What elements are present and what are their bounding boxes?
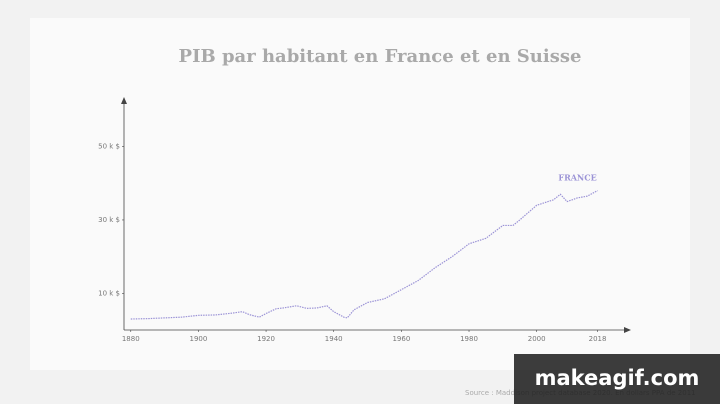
- y-tick-label: 30 k $: [98, 216, 120, 224]
- series-label: FRANCE: [558, 173, 596, 183]
- x-tick-label: 2000: [528, 335, 546, 343]
- series-line: [130, 190, 598, 320]
- x-tick-label: 1940: [325, 335, 343, 343]
- panel: [30, 18, 690, 370]
- y-tick-label: 50 k $: [98, 143, 120, 151]
- y-tick-label: 10 k $: [98, 289, 120, 297]
- y-axis-arrow: [121, 97, 127, 104]
- x-tick-label: 1880: [122, 335, 140, 343]
- x-tick-label: 1960: [392, 335, 410, 343]
- x-tick-label: 1980: [460, 335, 478, 343]
- watermark: makeagif.com: [535, 366, 700, 390]
- x-axis-arrow: [624, 327, 631, 333]
- x-tick-label: 2018: [589, 335, 607, 343]
- chart-title: PIB par habitant en France et en Suisse: [179, 46, 582, 67]
- watermark-box: [514, 354, 720, 404]
- x-tick-label: 1900: [190, 335, 208, 343]
- x-tick-label: 1920: [257, 335, 275, 343]
